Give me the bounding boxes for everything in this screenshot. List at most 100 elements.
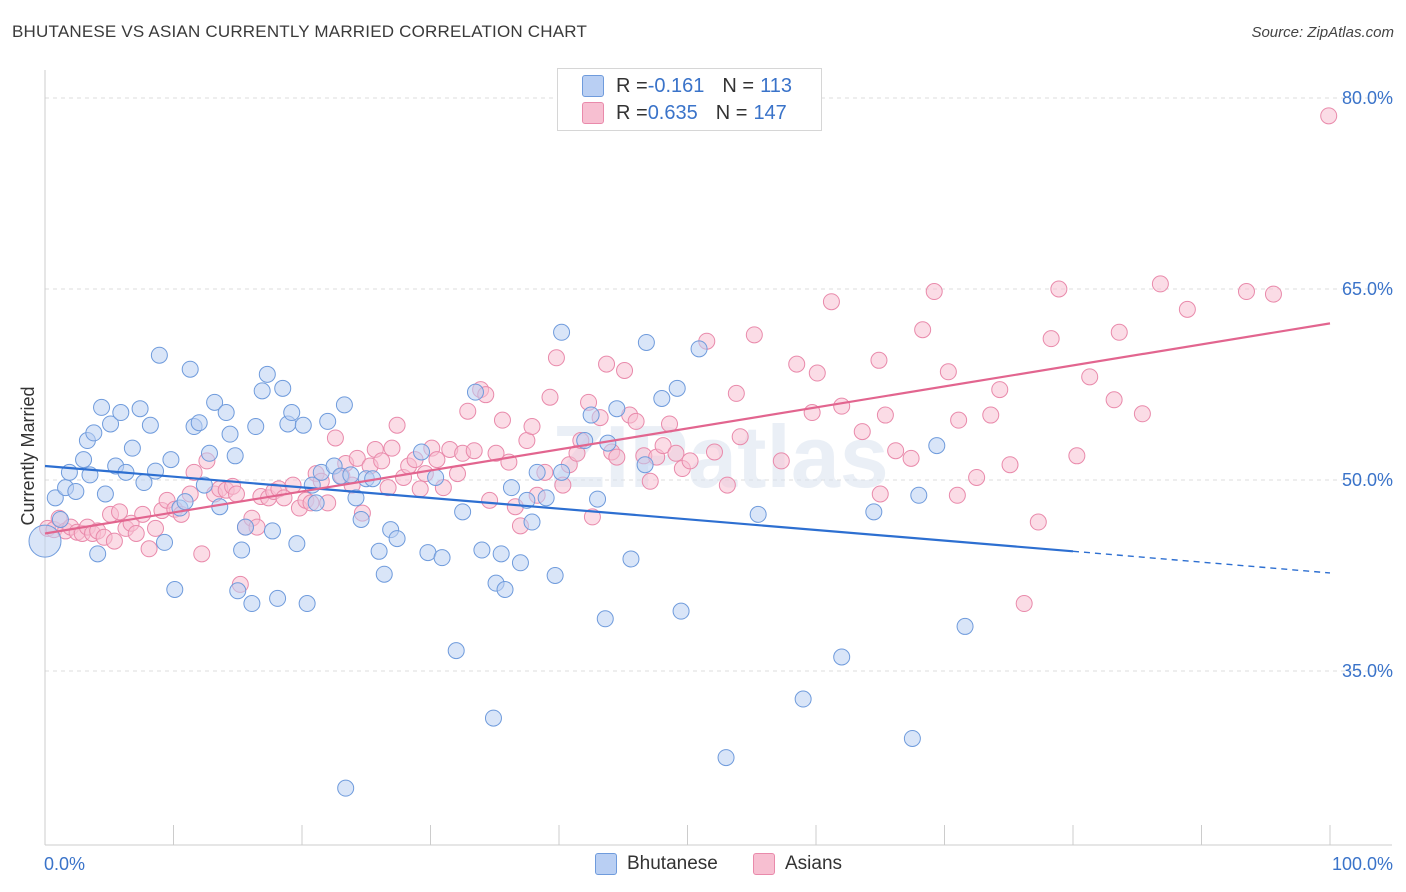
bhutanese-point [102, 415, 120, 433]
asians-point [583, 508, 601, 526]
asians-point [718, 476, 736, 494]
bhutanese-point [523, 513, 541, 531]
asians-point [1264, 285, 1282, 303]
n-label: N = [715, 101, 748, 124]
bhutanese-point [236, 518, 254, 536]
asians-point [727, 384, 745, 402]
bhutanese-point [229, 582, 247, 600]
asians-point [925, 283, 943, 301]
bhutanese-point [466, 383, 484, 401]
bhutanese-point [176, 493, 194, 511]
bhutanese-point [200, 444, 218, 462]
bhutanese-point [553, 463, 571, 481]
legend-item-bhutanese[interactable]: Bhutanese [595, 853, 718, 875]
bhutanese-point [347, 489, 365, 507]
bhutanese-point [206, 393, 224, 411]
legend-row-bhutanese: R = -0.161 N = 113 [582, 73, 792, 99]
bhutanese-point [93, 398, 111, 416]
asians-point [654, 437, 672, 455]
bhutanese-point [833, 648, 851, 666]
asians-point [833, 397, 851, 415]
bhutanese-point [447, 642, 465, 660]
bhutanese-point [226, 447, 244, 465]
bhutanese-point [258, 365, 276, 383]
asians-point [1237, 283, 1255, 301]
bhutanese-point [518, 491, 536, 509]
bhutanese-point [427, 468, 445, 486]
bhutanese-point [337, 779, 355, 797]
bhutanese-point [928, 437, 946, 455]
bhutanese-point [307, 494, 325, 512]
asians-point [541, 388, 559, 406]
bhutanese-point [233, 541, 251, 559]
asians-point [348, 449, 366, 467]
asians-point [147, 519, 165, 537]
bhutanese-point [717, 749, 735, 767]
n-label: N = [722, 74, 755, 97]
asians-point [822, 293, 840, 311]
y-axis-label: Currently Married [18, 386, 38, 525]
bhutanese-point [112, 404, 130, 422]
bhutanese-point [89, 545, 107, 563]
legend-label-asians: Asians [785, 853, 843, 874]
asians-point [887, 442, 905, 460]
asians-point [667, 444, 685, 462]
bhutanese-point [419, 544, 437, 562]
bhutanese-point [298, 595, 316, 613]
bhutanese-point [370, 542, 388, 560]
bhutanese-point [274, 379, 292, 397]
asians-point [459, 402, 477, 420]
asians-point [185, 463, 203, 481]
correlation-legend: R = -0.161 N = 113 R = 0.635 N = 147 [557, 68, 822, 131]
bhutanese-point [484, 709, 502, 727]
bhutanese-point [319, 412, 337, 430]
bhutanese-point [956, 617, 974, 635]
bhutanese-point [622, 550, 640, 568]
bhutanese-point [749, 505, 767, 523]
legend-item-asians[interactable]: Asians [753, 853, 842, 875]
asians-point [876, 406, 894, 424]
asians-point [681, 452, 699, 470]
asians-point [227, 485, 245, 503]
y-tick-label: 50.0% [1342, 470, 1393, 490]
bhutanese-point [582, 406, 600, 424]
bhutanese-point [156, 533, 174, 551]
bhutanese-point [454, 503, 472, 521]
bhutanese-point [263, 522, 281, 540]
bhutanese-point [141, 416, 159, 434]
bhutanese-point [865, 503, 883, 521]
asians-point [948, 486, 966, 504]
asians-point [428, 451, 446, 469]
tick-labels: 35.0% 50.0% 65.0% 80.0% 0.0% 100.0% [44, 88, 1393, 874]
asians-point [991, 381, 1009, 399]
r-label: R = [616, 101, 648, 124]
asians-point [383, 439, 401, 457]
bhutanese-point [247, 418, 265, 436]
bhutanese-point [537, 489, 555, 507]
asians-point [745, 326, 763, 344]
asians-point [1110, 323, 1128, 341]
asians-swatch [753, 853, 775, 875]
asians-point [1068, 447, 1086, 465]
bhutanese-point [596, 610, 614, 628]
bhutanese-point [190, 414, 208, 432]
r-value: 0.635 [647, 101, 698, 124]
asians-point [616, 361, 634, 379]
asians-point [772, 452, 790, 470]
series-legend: Bhutanese Asians [0, 850, 1406, 878]
bhutanese-point [553, 323, 571, 341]
asians-point [870, 351, 888, 369]
bhutanese-point [46, 489, 64, 507]
bhutanese-point [28, 524, 62, 558]
bhutanese-points [28, 323, 974, 797]
asians-swatch [582, 102, 604, 124]
asians-point [493, 411, 511, 429]
bhutanese-point [473, 541, 491, 559]
bhutanese-point [217, 404, 235, 422]
bhutanese-swatch [582, 75, 604, 97]
bhutanese-point [589, 490, 607, 508]
bhutanese-point [352, 510, 370, 528]
n-value: 113 [760, 74, 792, 97]
bhutanese-point [496, 581, 514, 599]
